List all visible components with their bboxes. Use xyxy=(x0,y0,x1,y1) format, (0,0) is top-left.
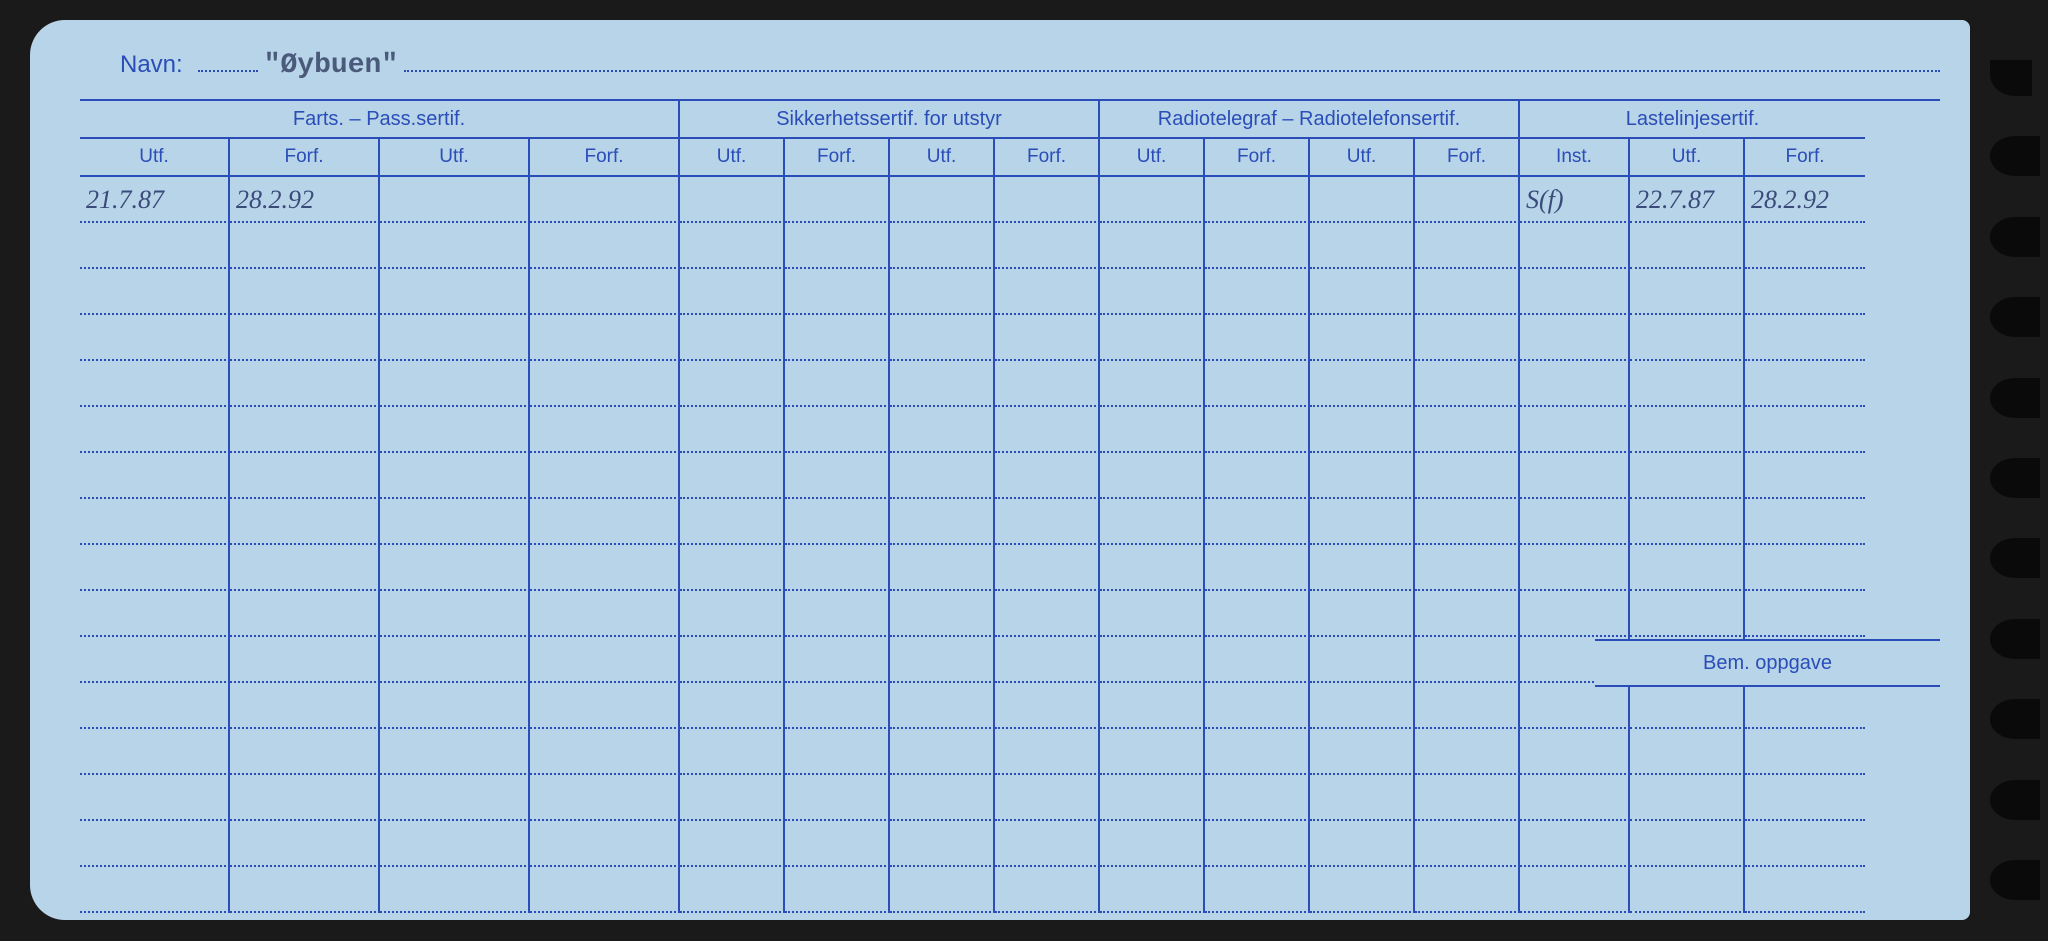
table-row xyxy=(80,729,1940,775)
punch-hole xyxy=(1990,860,2040,900)
handwritten-value: 28.2.92 xyxy=(236,185,314,215)
table-row xyxy=(80,361,1940,407)
table-row xyxy=(80,315,1940,361)
col-forf-5: Forf. xyxy=(1205,139,1310,177)
cell: 21.7.87 xyxy=(80,177,230,223)
punch-hole xyxy=(1990,136,2040,176)
index-card: Navn: "Øybuen" Farts. – Pass.sertif. Sik… xyxy=(30,20,1970,920)
cell xyxy=(890,177,995,223)
table-row xyxy=(80,683,1940,729)
group-header-row: Farts. – Pass.sertif. Sikkerhetssertif. … xyxy=(80,101,1940,139)
col-forf-2: Forf. xyxy=(530,139,680,177)
punch-holes xyxy=(1990,60,2040,900)
group-sikkerhet: Sikkerhetssertif. for utstyr xyxy=(680,101,1100,139)
col-forf-3: Forf. xyxy=(785,139,890,177)
table-row xyxy=(80,867,1940,913)
sub-header-row: Utf. Forf. Utf. Forf. Utf. Forf. Utf. Fo… xyxy=(80,139,1940,177)
col-utf-6: Utf. xyxy=(1310,139,1415,177)
table-row xyxy=(80,453,1940,499)
cell xyxy=(680,177,785,223)
table-row xyxy=(80,775,1940,821)
punch-hole xyxy=(1990,619,2040,659)
col-utf-3: Utf. xyxy=(680,139,785,177)
bem-oppgave-header: Bem. oppgave xyxy=(1595,639,1940,687)
cell xyxy=(1100,177,1205,223)
navn-value: "Øybuen" xyxy=(258,50,404,81)
data-rows: 21.7.87 28.2.92 S(f) 22.7.87 28.2.92 xyxy=(80,177,1940,917)
group-farts-pass: Farts. – Pass.sertif. xyxy=(80,101,680,139)
cell: S(f) xyxy=(1520,177,1630,223)
certificate-grid: Farts. – Pass.sertif. Sikkerhetssertif. … xyxy=(80,99,1940,917)
cell: 28.2.92 xyxy=(1745,177,1865,223)
col-utf-7: Utf. xyxy=(1630,139,1745,177)
navn-dotted-lead xyxy=(198,52,258,72)
cell xyxy=(380,177,530,223)
table-row: 21.7.87 28.2.92 S(f) 22.7.87 28.2.92 xyxy=(80,177,1940,223)
table-row xyxy=(80,821,1940,867)
col-forf-6: Forf. xyxy=(1415,139,1520,177)
navn-label: Navn: xyxy=(120,51,183,79)
cell xyxy=(785,177,890,223)
cell xyxy=(1205,177,1310,223)
cell xyxy=(530,177,680,223)
cell: 22.7.87 xyxy=(1630,177,1745,223)
table-row xyxy=(80,223,1940,269)
col-utf-2: Utf. xyxy=(380,139,530,177)
punch-hole xyxy=(1990,699,2040,739)
table-row xyxy=(80,407,1940,453)
cell xyxy=(1310,177,1415,223)
group-lastelinje: Lastelinjesertif. xyxy=(1520,101,1865,139)
punch-hole xyxy=(1990,60,2032,96)
col-utf-5: Utf. xyxy=(1100,139,1205,177)
handwritten-value: S(f) xyxy=(1526,185,1564,215)
punch-hole xyxy=(1990,297,2040,337)
navn-row: Navn: "Øybuen" xyxy=(80,50,1940,81)
table-row xyxy=(80,269,1940,315)
col-forf-1: Forf. xyxy=(230,139,380,177)
col-utf-4: Utf. xyxy=(890,139,995,177)
table-row xyxy=(80,499,1940,545)
punch-hole xyxy=(1990,458,2040,498)
handwritten-value: 21.7.87 xyxy=(86,185,164,215)
group-radio: Radiotelegraf – Radiotelefonsertif. xyxy=(1100,101,1520,139)
col-inst: Inst. xyxy=(1520,139,1630,177)
cell xyxy=(1415,177,1520,223)
punch-hole xyxy=(1990,780,2040,820)
handwritten-value: 28.2.92 xyxy=(1751,185,1829,215)
punch-hole xyxy=(1990,538,2040,578)
col-forf-7: Forf. xyxy=(1745,139,1865,177)
punch-hole xyxy=(1990,217,2040,257)
handwritten-value: 22.7.87 xyxy=(1636,185,1714,215)
punch-hole xyxy=(1990,378,2040,418)
table-row xyxy=(80,591,1940,637)
navn-dotted-line xyxy=(404,52,1940,72)
cell: 28.2.92 xyxy=(230,177,380,223)
table-row xyxy=(80,545,1940,591)
col-forf-4: Forf. xyxy=(995,139,1100,177)
col-utf-1: Utf. xyxy=(80,139,230,177)
cell xyxy=(995,177,1100,223)
